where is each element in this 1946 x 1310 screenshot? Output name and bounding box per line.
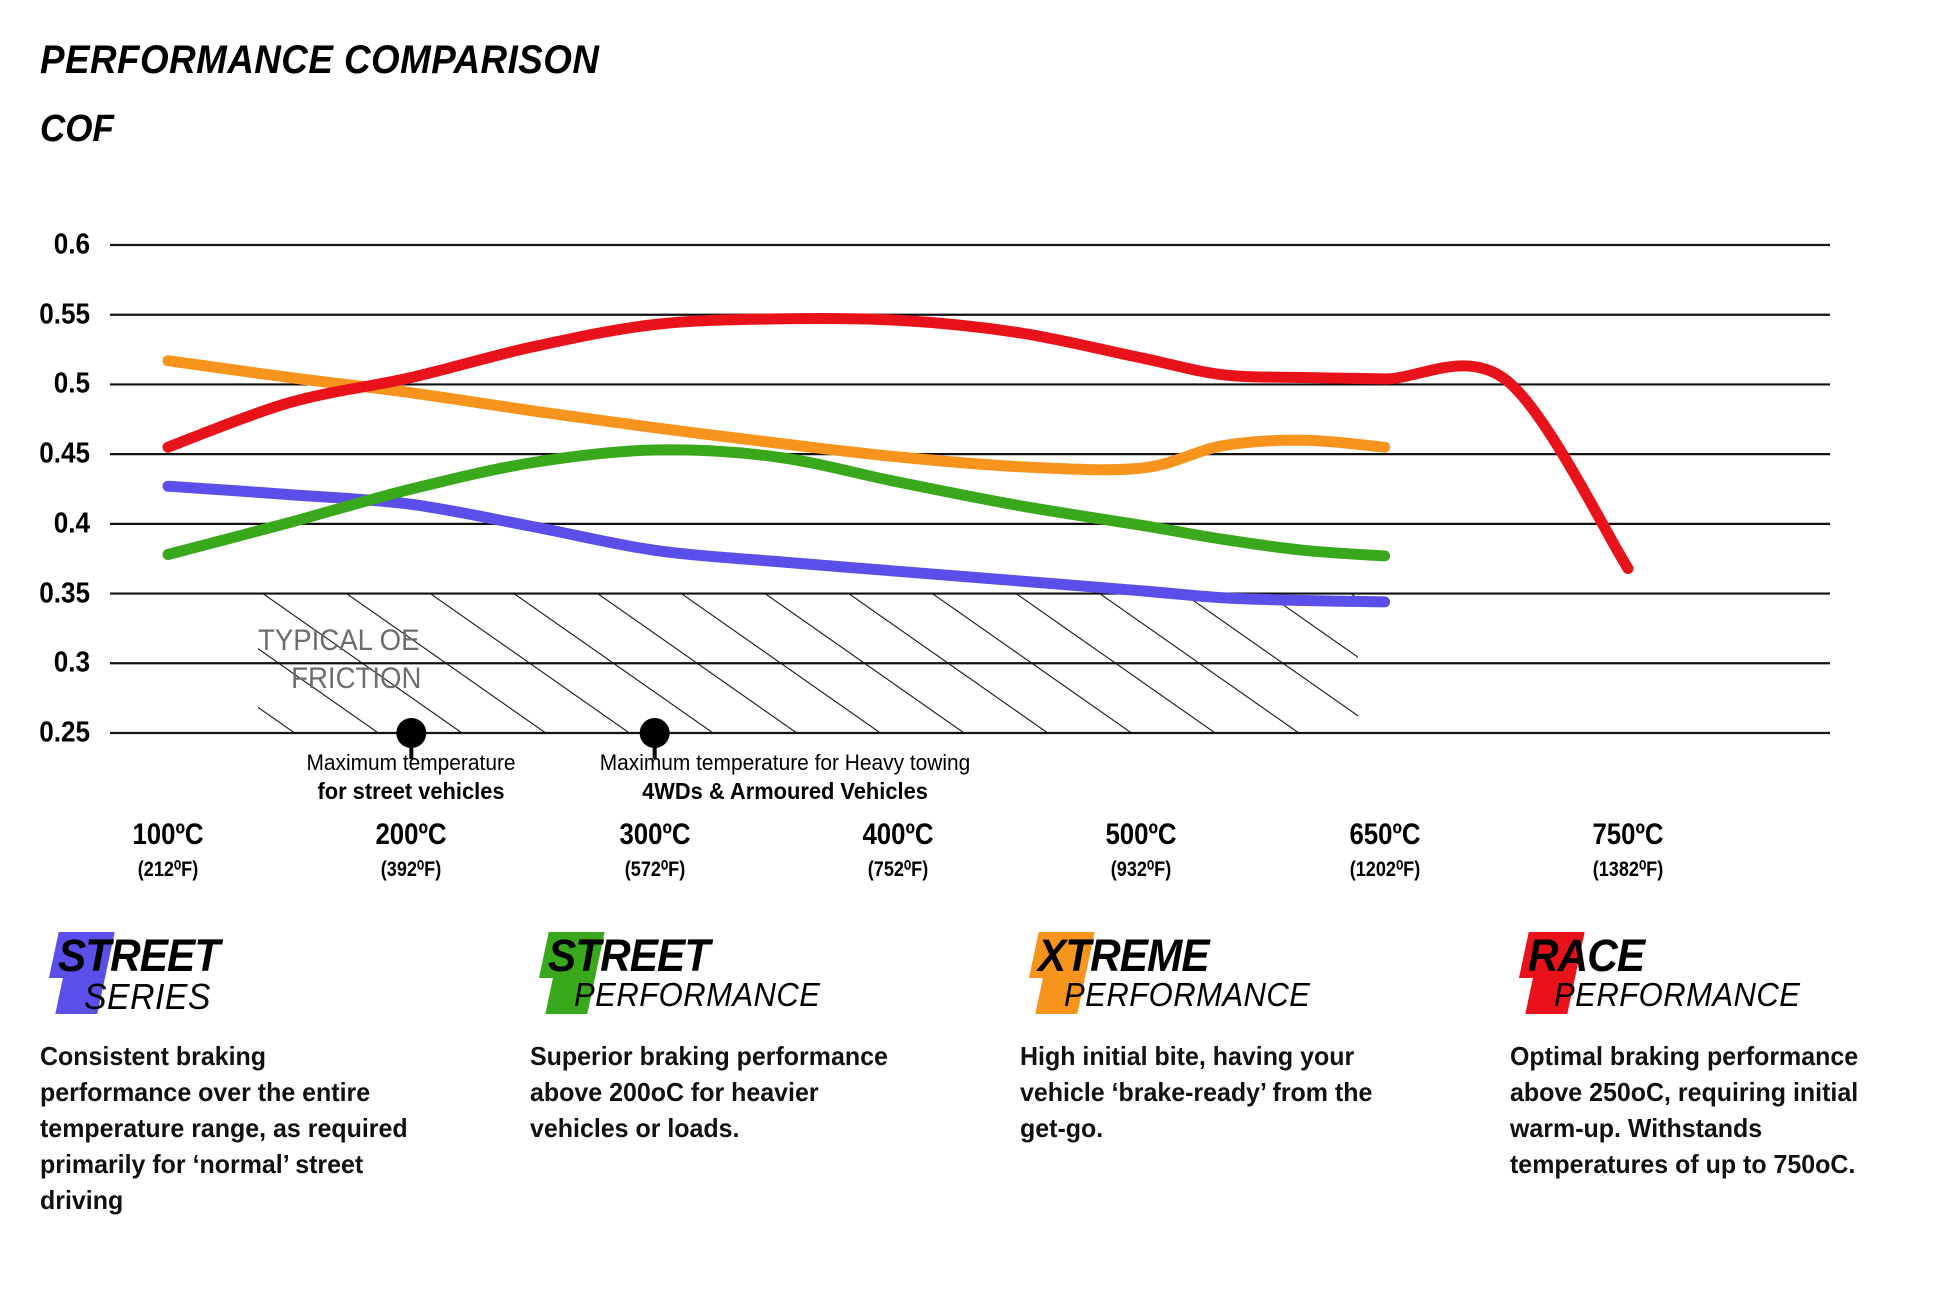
chart-plot-area [110, 243, 1830, 759]
legend-description: Consistent braking performance over the … [40, 1041, 408, 1215]
brand-name-secondary: PERFORMANCE [574, 976, 821, 1013]
legend: STREET SERIES Consistent braking performan… [40, 928, 1910, 1218]
x-tick-fahrenheit: (932⁰F) [1111, 858, 1172, 881]
brand-logo-icon: RACE PERFORMANCE [1510, 928, 1900, 1020]
y-tick-0.3: 0.3 [53, 646, 90, 679]
brand-logo-icon: XTREME PERFORMANCE [1020, 928, 1410, 1020]
oe-label-line2: FRICTION [291, 662, 422, 695]
x-tick-celsius: 400ºC [862, 818, 934, 851]
x-tick-200: 200ºC (392⁰F) [311, 818, 511, 882]
x-tick-celsius: 750ºC [1592, 818, 1664, 851]
x-tick-750: 750ºC (1382⁰F) [1528, 818, 1728, 882]
x-tick-fahrenheit: (752⁰F) [867, 858, 929, 881]
brand-name-secondary: SERIES [84, 976, 211, 1017]
series-line-street-performance [162, 444, 1391, 562]
y-tick-0.25: 0.25 [39, 716, 90, 749]
brand-name-primary: RACE [1528, 930, 1645, 981]
x-tick-celsius: 650ºC [1349, 818, 1421, 851]
x-tick-celsius: 500ºC [1105, 818, 1177, 851]
x-tick-celsius: 200ºC [375, 818, 447, 851]
x-tick-fahrenheit: (212⁰F) [137, 858, 199, 881]
x-tick-300: 300ºC (572⁰F) [555, 818, 755, 882]
legend-description: Superior braking performance above 200oC… [530, 1041, 888, 1143]
series-line-street-series [162, 480, 1391, 608]
marker-dot-300 [639, 718, 670, 748]
brand-name-primary: STREET [548, 930, 710, 981]
x-tick-500: 500ºC (932⁰F) [1041, 818, 1241, 882]
legend-card-street-performance[interactable]: STREET PERFORMANCE Superior braking perfor… [530, 928, 920, 1218]
brand-name-primary: XTREME [1038, 930, 1210, 981]
x-tick-400: 400ºC (752⁰F) [798, 818, 998, 882]
brand-name-secondary: PERFORMANCE [1554, 976, 1801, 1013]
marker-dot-200 [396, 718, 427, 748]
annotation-max-temp-heavy-towing: Maximum temperature for Heavy towing 4WD… [590, 750, 980, 805]
annotation-towing-line2: 4WDs & Armoured Vehicles [641, 778, 928, 804]
brand-logo-icon: STREET PERFORMANCE [530, 928, 920, 1020]
x-tick-100: 100ºC (212⁰F) [68, 818, 268, 882]
annotation-street-line2: for street vehicles [317, 778, 505, 804]
x-tick-fahrenheit: (1382⁰F) [1592, 858, 1664, 881]
brand-logo-icon: STREET SERIES [40, 928, 430, 1020]
legend-description: Optimal braking performance above 250oC,… [1510, 1041, 1859, 1179]
y-tick-0.45: 0.45 [39, 437, 90, 470]
oe-label-line1: TYPICAL OE [258, 624, 420, 657]
brand-name-secondary: PERFORMANCE [1064, 976, 1311, 1013]
legend-card-xtreme-performance[interactable]: XTREME PERFORMANCE High initial bite, havi… [1020, 928, 1410, 1218]
series-line-xtreme-performance [162, 355, 1391, 476]
y-axis-title: COF [40, 108, 114, 150]
x-tick-650: 650ºC (1202⁰F) [1285, 818, 1485, 882]
chart-svg [110, 243, 1830, 759]
x-tick-fahrenheit: (572⁰F) [624, 858, 685, 881]
legend-description: High initial bite, having your vehicle ‘… [1020, 1041, 1373, 1143]
legend-card-street-series[interactable]: STREET SERIES Consistent braking performan… [40, 928, 430, 1218]
chart-marker-group [396, 718, 670, 759]
y-tick-0.5: 0.5 [53, 367, 90, 400]
x-tick-fahrenheit: (392⁰F) [381, 858, 442, 881]
brand-name-primary: STREET [58, 930, 220, 981]
y-tick-0.4: 0.4 [53, 507, 90, 540]
x-tick-celsius: 300ºC [619, 818, 691, 851]
annotation-towing-line1: Maximum temperature for Heavy towing [599, 750, 970, 775]
y-tick-0.6: 0.6 [53, 228, 90, 261]
chart-series-group [162, 312, 1634, 608]
legend-card-race-performance[interactable]: RACE PERFORMANCE Optimal braking performan… [1510, 928, 1900, 1218]
typical-oe-friction-label: TYPICAL OE FRICTION [258, 622, 421, 698]
series-line-race-performance [162, 312, 1634, 574]
y-tick-0.55: 0.55 [39, 298, 90, 331]
x-tick-celsius: 100ºC [132, 818, 204, 851]
page-title: PERFORMANCE COMPARISON [40, 38, 600, 82]
annotation-street-line1: Maximum temperature [306, 750, 516, 775]
y-tick-0.35: 0.35 [39, 577, 90, 610]
annotation-max-temp-street: Maximum temperature for street vehicles [301, 750, 521, 805]
x-tick-fahrenheit: (1202⁰F) [1349, 858, 1420, 881]
